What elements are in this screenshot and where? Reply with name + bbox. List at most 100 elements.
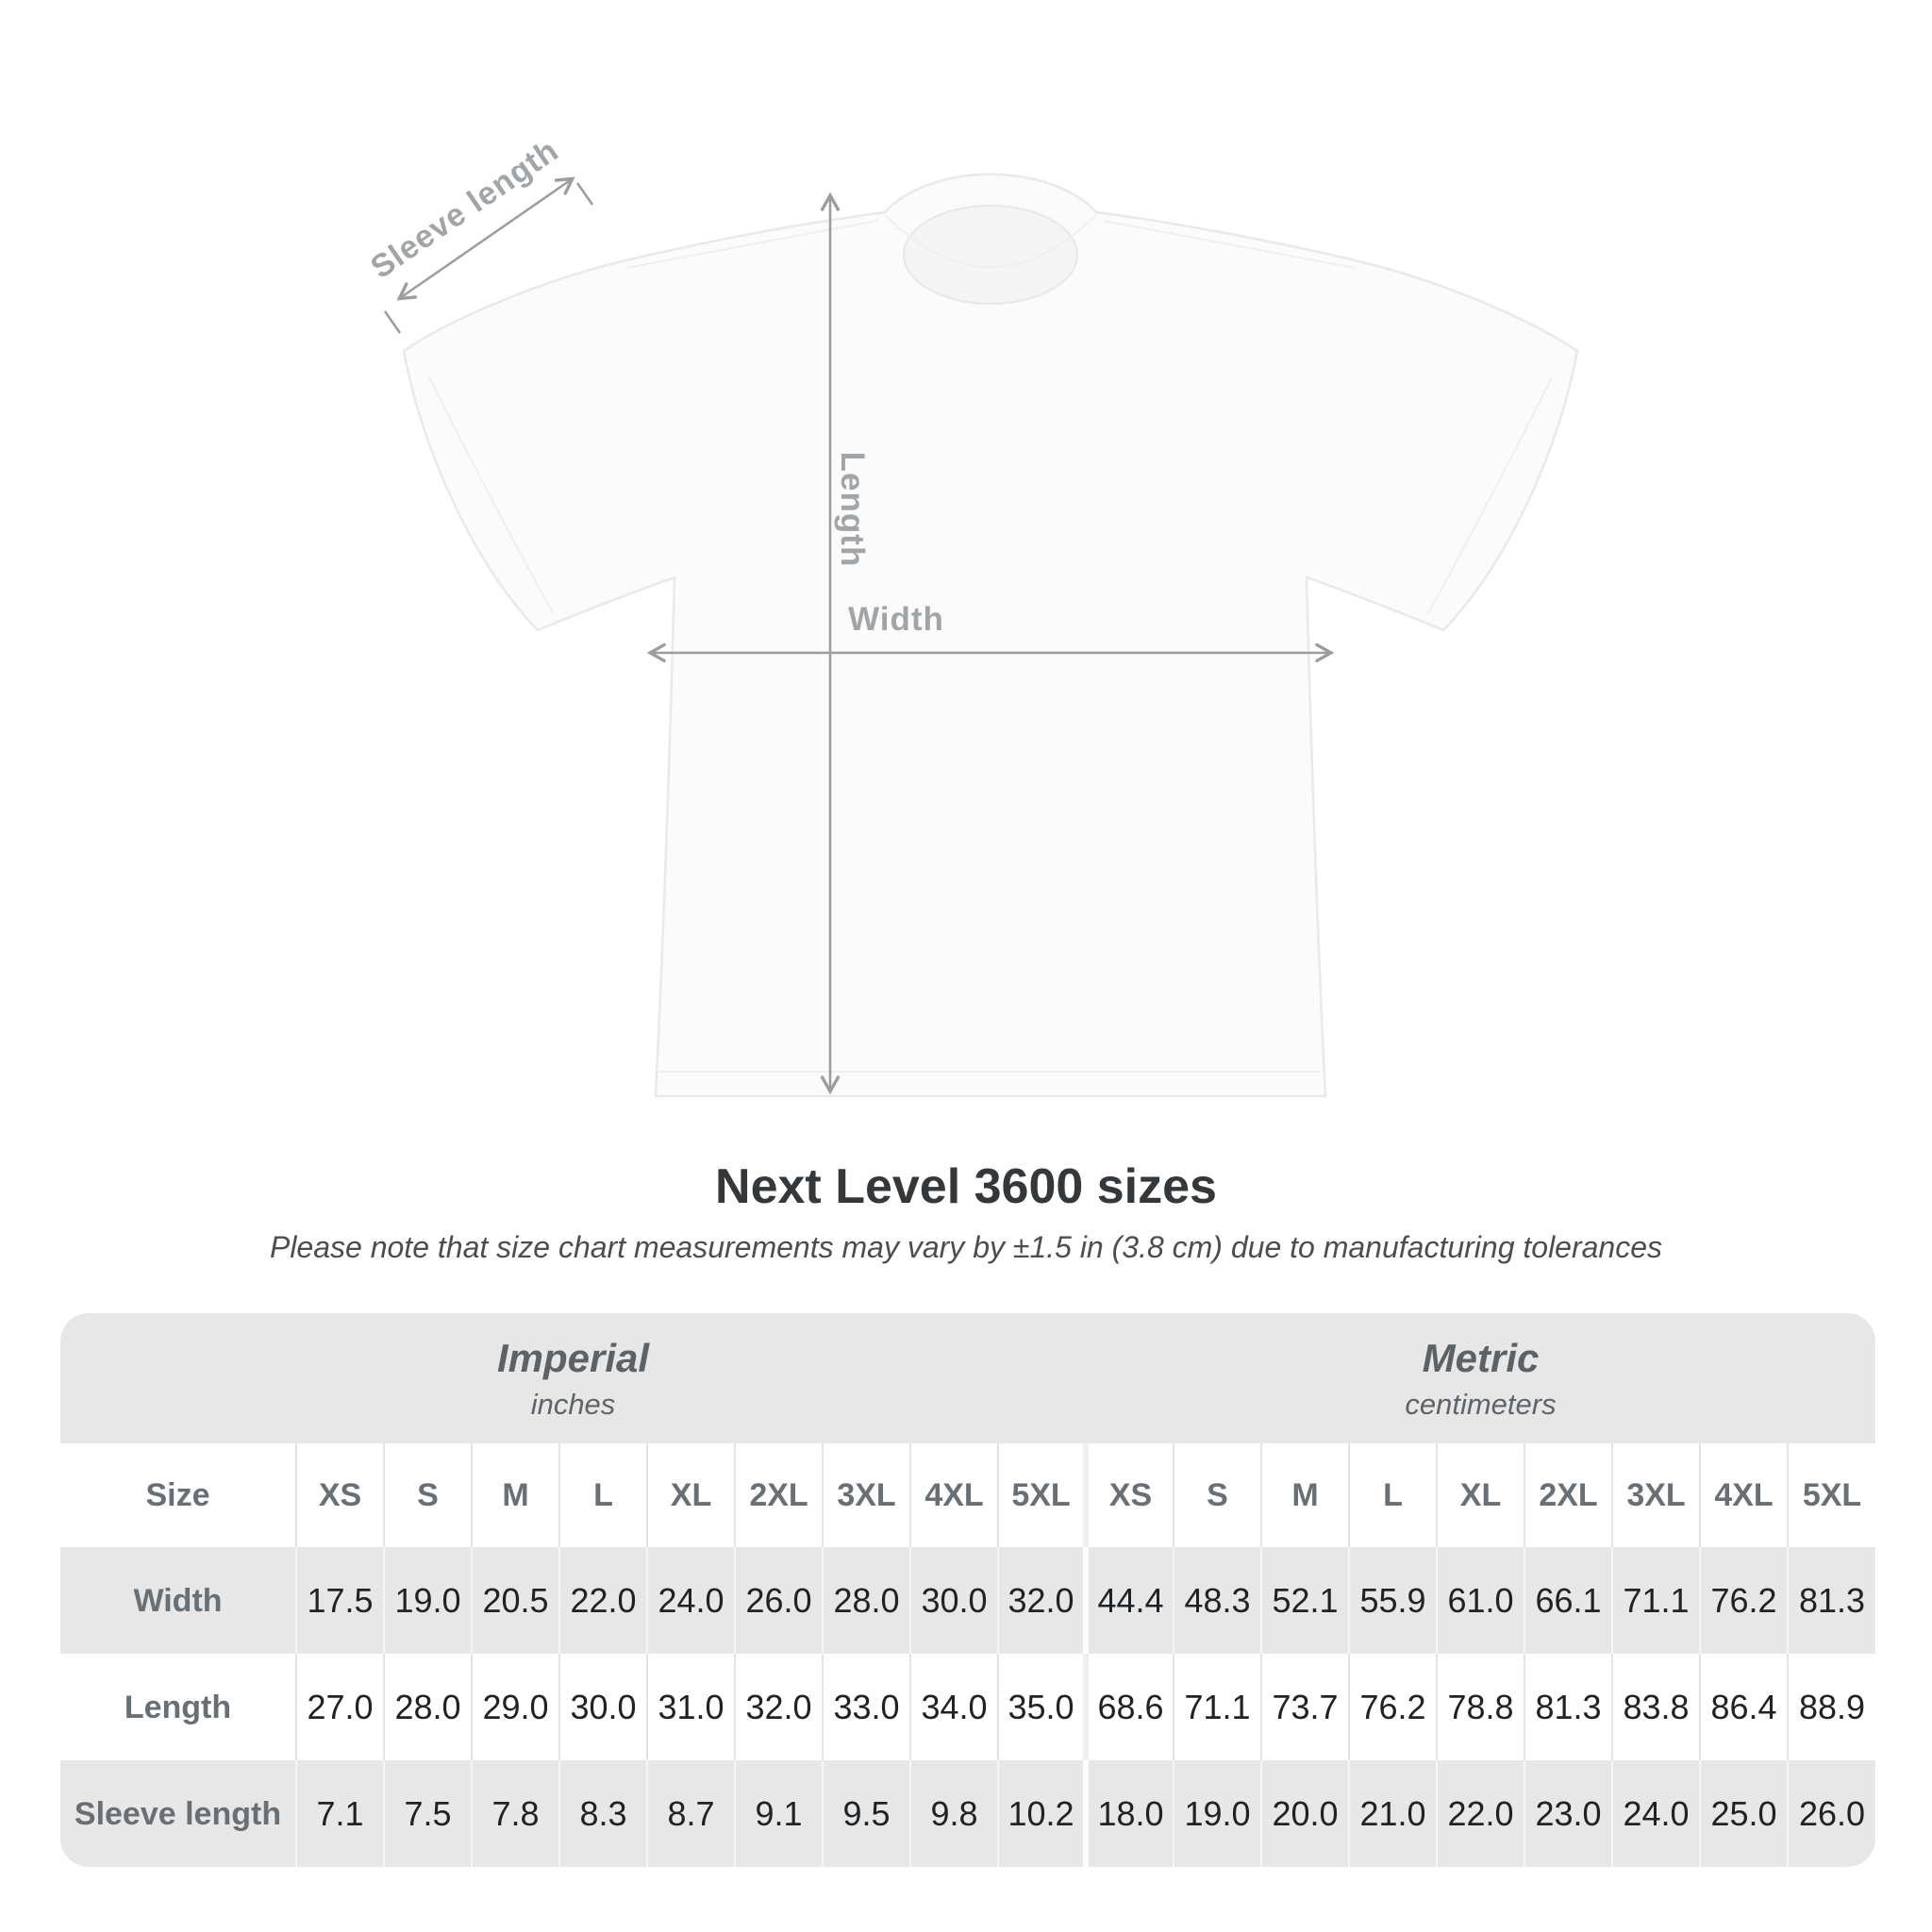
value-cell-metric: 81.3 [1787,1547,1875,1654]
tshirt-shape [402,173,1579,1098]
value-cell-metric: 83.8 [1611,1654,1700,1760]
size-col-metric-5xl: 5XL [1787,1443,1875,1547]
size-header-row: Size XS S M L XL 2XL 3XL 4XL 5XL XS S M L XL 2XL 3XL 4XL… [60,1443,1875,1547]
unit-group-metric: Metric centimeters [1086,1313,1875,1443]
value-cell-imperial: 7.5 [383,1760,472,1867]
value-cell-imperial: 28.0 [383,1654,472,1760]
sleeve-arrow-tick-bottom [383,310,402,334]
value-cell-metric: 76.2 [1348,1654,1437,1760]
value-cell-metric: 73.7 [1260,1654,1349,1760]
unit-header-row: Imperial inches Metric centimeters [60,1313,1875,1443]
value-cell-metric: 76.2 [1699,1547,1788,1654]
metric-unit: centimeters [1405,1387,1557,1421]
value-cell-metric: 44.4 [1083,1547,1174,1654]
metric-title: Metric [1422,1335,1540,1380]
value-cell-metric: 48.3 [1173,1547,1261,1654]
sleeve-length-arrow [396,176,575,301]
size-col-metric-xs: XS [1083,1443,1174,1547]
right-shoulder-seam [1103,220,1356,269]
value-cell-imperial: 9.5 [822,1760,910,1867]
value-cell-imperial: 9.8 [909,1760,998,1867]
width-label: Width [848,601,944,638]
size-col-metric-2xl: 2XL [1524,1443,1612,1547]
size-column-header: Size [145,1477,210,1513]
size-col-imperial-l: L [558,1443,647,1547]
value-cell-metric: 22.0 [1436,1760,1524,1867]
size-col-metric-m: M [1260,1443,1349,1547]
measure-row-width: Width 17.5 19.0 20.5 22.0 24.0 26.0 28.0 30.0 32.… [60,1547,1875,1654]
value-cell-imperial: 22.0 [558,1547,647,1654]
size-col-metric-4xl: 4XL [1699,1443,1788,1547]
page-title: Next Level 3600 sizes [715,1159,1217,1214]
size-table: Imperial inches Metric centimeters Size … [60,1313,1875,1867]
value-cell-metric: 20.0 [1260,1760,1349,1867]
row-label: Length [124,1689,232,1725]
value-cell-imperial: 9.1 [734,1760,823,1867]
value-cell-imperial: 35.0 [997,1654,1086,1760]
value-cell-metric: 68.6 [1083,1654,1174,1760]
row-label: Width [133,1582,223,1619]
size-col-imperial-2xl: 2XL [734,1443,823,1547]
row-label: Sleeve length [74,1795,282,1832]
value-cell-imperial: 7.1 [295,1760,384,1867]
size-col-metric-xl: XL [1436,1443,1524,1547]
value-cell-imperial: 10.2 [997,1760,1086,1867]
value-cell-imperial: 26.0 [734,1547,823,1654]
value-cell-metric: 19.0 [1173,1760,1261,1867]
size-col-metric-l: L [1348,1443,1437,1547]
value-cell-imperial: 24.0 [646,1547,735,1654]
left-cuff-seam [428,376,554,614]
right-cuff-seam [1427,376,1553,614]
value-cell-imperial: 8.3 [558,1760,647,1867]
value-cell-metric: 21.0 [1348,1760,1437,1867]
value-cell-metric: 23.0 [1524,1760,1612,1867]
value-cell-metric: 81.3 [1524,1654,1612,1760]
value-cell-imperial: 31.0 [646,1654,735,1760]
size-col-imperial-5xl: 5XL [997,1443,1086,1547]
value-cell-metric: 61.0 [1436,1547,1524,1654]
value-cell-metric: 66.1 [1524,1547,1612,1654]
value-cell-imperial: 27.0 [295,1654,384,1760]
dimension-arrows [383,176,1335,1095]
value-cell-imperial: 33.0 [822,1654,910,1760]
value-cell-imperial: 7.8 [471,1760,559,1867]
value-cell-imperial: 17.5 [295,1547,384,1654]
value-cell-imperial: 8.7 [646,1760,735,1867]
size-col-imperial-s: S [383,1443,472,1547]
measure-row-sleeve-length: Sleeve length 7.1 7.5 7.8 8.3 8.7 9.1 9.5 9.8 10.… [60,1760,1875,1867]
size-col-imperial-xs: XS [295,1443,384,1547]
value-cell-imperial: 32.0 [997,1547,1086,1654]
value-cell-metric: 88.9 [1787,1654,1875,1760]
imperial-title: Imperial [496,1335,650,1380]
value-cell-imperial: 29.0 [471,1654,559,1760]
value-cell-metric: 55.9 [1348,1547,1437,1654]
value-cell-metric: 52.1 [1260,1547,1349,1654]
unit-group-imperial: Imperial inches [60,1313,1086,1443]
length-label: Length [834,451,871,568]
measure-row-length: Length 27.0 28.0 29.0 30.0 31.0 32.0 33.0 34.0 35… [60,1654,1875,1760]
tshirt-illustration [383,173,1579,1098]
size-col-metric-s: S [1173,1443,1261,1547]
value-cell-imperial: 30.0 [558,1654,647,1760]
size-col-metric-3xl: 3XL [1611,1443,1700,1547]
size-col-imperial-xl: XL [646,1443,735,1547]
value-cell-metric: 18.0 [1083,1760,1174,1867]
collar-seam [884,214,1097,268]
value-cell-imperial: 20.5 [471,1547,559,1654]
value-cell-imperial: 32.0 [734,1654,823,1760]
value-cell-imperial: 34.0 [909,1654,998,1760]
collar-opening [903,205,1078,305]
value-cell-metric: 24.0 [1611,1760,1700,1867]
value-cell-imperial: 30.0 [909,1547,998,1654]
value-cell-metric: 86.4 [1699,1654,1788,1760]
value-cell-imperial: 28.0 [822,1547,910,1654]
tolerance-note: Please note that size chart measurements… [269,1230,1663,1264]
size-col-imperial-3xl: 3XL [822,1443,910,1547]
value-cell-imperial: 19.0 [383,1547,472,1654]
value-cell-metric: 78.8 [1436,1654,1524,1760]
size-col-imperial-4xl: 4XL [909,1443,998,1547]
value-cell-metric: 25.0 [1699,1760,1788,1867]
value-cell-metric: 26.0 [1787,1760,1875,1867]
imperial-unit: inches [530,1387,616,1421]
